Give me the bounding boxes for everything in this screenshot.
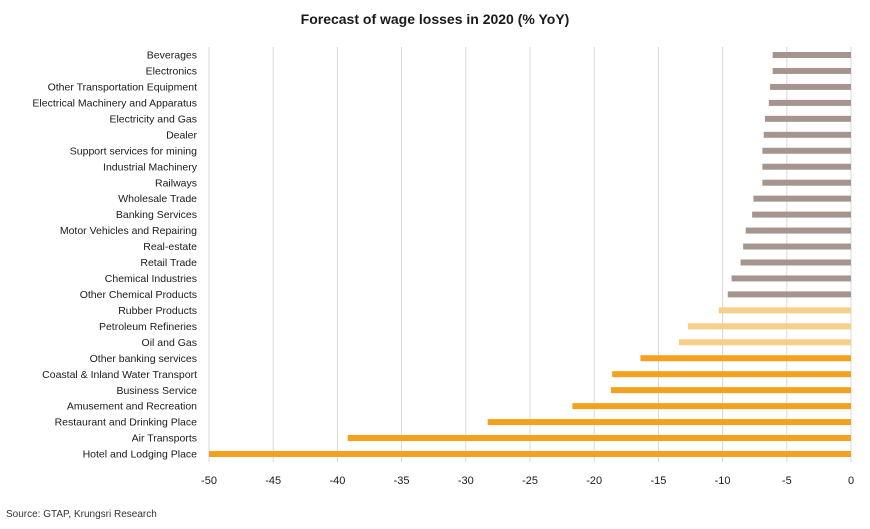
category-label: Oil and Gas [142,337,197,349]
bar [752,211,851,218]
category-label: Other banking services [90,353,197,365]
x-tick-label: -35 [394,475,410,487]
bar [745,227,851,234]
chart-title: Forecast of wage losses in 2020 (% YoY) [300,11,570,27]
category-label: Electricity and Gas [109,113,197,125]
category-label: Industrial Machinery [103,161,198,173]
bars [209,52,851,457]
category-label: Business Service [116,385,197,397]
bar [772,67,851,74]
category-label: Restaurant and Drinking Place [55,417,198,429]
bar [731,275,851,282]
x-tick-label: -5 [782,475,792,487]
bar [572,403,851,410]
category-label: Motor Vehicles and Repairing [60,225,197,237]
category-labels: Beverages Electronics Other Transportation… [32,50,197,461]
category-label: Banking Services [116,209,197,221]
category-label: Railways [155,177,197,189]
bar [762,147,851,154]
bar [743,243,851,250]
category-label: Real-estate [143,241,197,253]
x-tick-label: -20 [586,475,602,487]
category-label: Amusement and Recreation [67,401,197,413]
bar [753,195,851,202]
x-tick-labels: -50 -45 -40 -35 -30 -25 -20 -15 -10 -5 0 [201,475,854,487]
bar [678,339,851,346]
category-label: Electronics [146,66,197,78]
x-tick-label: -45 [265,475,281,487]
category-label: Chemical Industries [105,273,197,285]
category-label: Electrical Machinery and Apparatus [32,97,197,109]
bar [610,387,851,394]
x-tick-label: -15 [650,475,666,487]
bar [763,131,851,138]
x-tick-label: -40 [329,475,345,487]
bar [209,451,851,457]
category-label: Coastal & Inland Water Transport [42,369,197,381]
category-label: Hotel and Lodging Place [83,449,198,461]
category-label: Dealer [166,129,197,141]
x-tick-label: -10 [715,475,731,487]
category-label: Wholesale Trade [118,193,197,205]
category-label: Retail Trade [140,257,197,269]
source-note: Source: GTAP, Krungsri Research [6,509,157,520]
category-label: Other Chemical Products [80,289,197,301]
bar [762,163,851,170]
bar [612,371,851,378]
gridlines [208,47,852,462]
bar [764,115,851,122]
bar [640,355,851,362]
bar [687,323,851,330]
bar [718,307,851,314]
bar [770,83,851,90]
bar [772,52,851,58]
x-tick-label: 0 [848,475,854,487]
x-tick-label: -50 [201,475,217,487]
category-label: Other Transportation Equipment [48,82,197,94]
category-label: Petroleum Refineries [99,321,197,333]
bar [768,99,851,106]
category-label: Air Transports [132,433,197,445]
category-label: Rubber Products [118,305,197,317]
bar [740,259,851,266]
x-tick-label: -25 [522,475,538,487]
bar [487,419,851,426]
bar [347,435,851,442]
category-label: Support services for mining [70,145,197,157]
x-tick-label: -30 [458,475,474,487]
bar [727,291,851,298]
category-label: Beverages [147,50,197,62]
bar [762,179,851,186]
